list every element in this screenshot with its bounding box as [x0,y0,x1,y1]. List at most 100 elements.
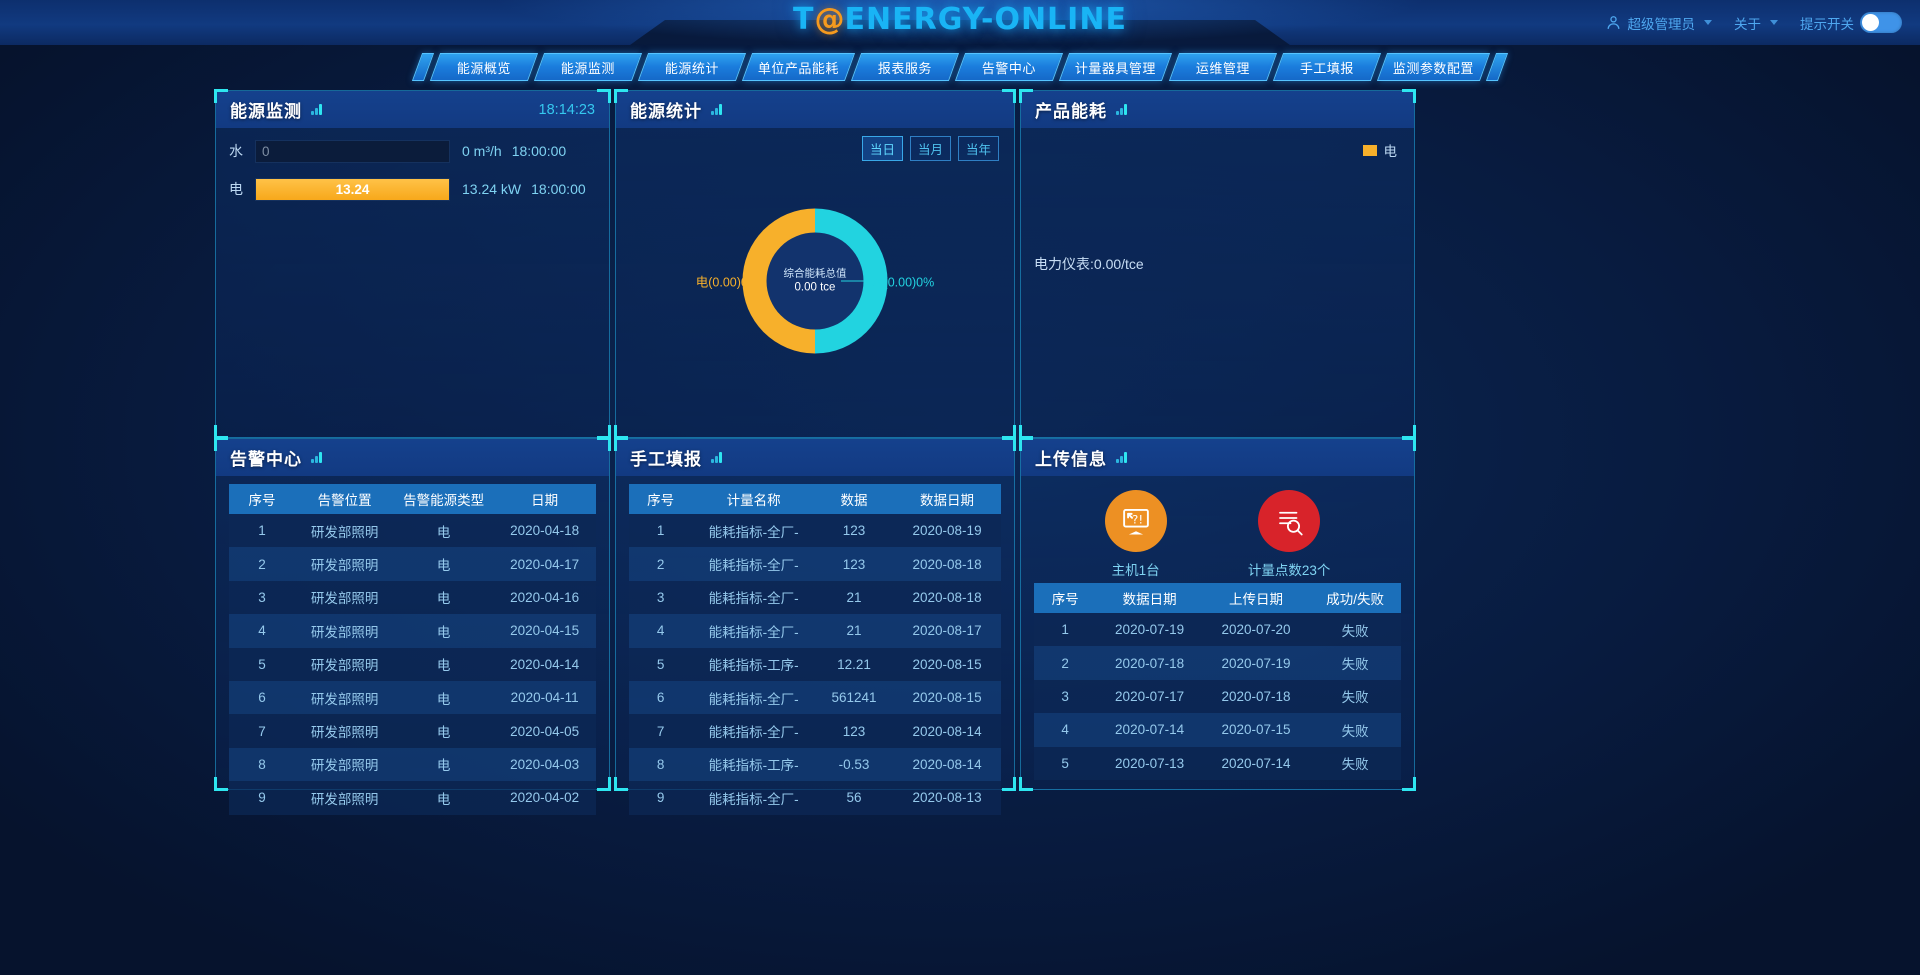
table-cell: 5 [629,647,693,681]
table-row[interactable]: 3 能耗指标-全厂- 21 2020-08-18 [629,580,1001,615]
table-cell: 2020-07-18 [1202,679,1310,714]
table-row[interactable]: 9 研发部照明电 2020-04-02 [229,781,596,815]
panel-title: 能源监测 [230,102,302,121]
monitor-timestamp: 18:00:00 [511,143,567,159]
nav-item-6[interactable]: 计量器具管理 [1059,53,1173,81]
period-button-year[interactable]: 当年 [957,136,999,161]
about-menu[interactable]: 关于 [1734,13,1778,33]
period-button-day[interactable]: 当日 [861,136,903,161]
table-row[interactable]: 3 2020-07-17 2020-07-18 失败 [1034,679,1401,714]
table-row[interactable]: 9 能耗指标-全厂- 56 2020-08-13 [629,781,1001,815]
panel-title: 告警中心 [230,450,302,469]
table-cell: -0.53 [814,747,894,782]
table-cell: 2020-07-20 [1202,613,1310,647]
nav-label: 监测参数配置 [1392,60,1474,76]
table-row[interactable]: 4 能耗指标-全厂- 21 2020-08-17 [629,614,1001,648]
nav-item-8[interactable]: 手工填报 [1272,53,1381,81]
corner-bracket [1402,777,1416,791]
table-row[interactable]: 5 能耗指标-工序- 12.21 2020-08-15 [629,647,1001,681]
table-cell: 2 [229,547,296,581]
nav-item-9[interactable]: 监测参数配置 [1376,53,1490,81]
table-cell: 研发部照明 [295,614,395,648]
corner-bracket [1019,437,1033,451]
table-row[interactable]: 1 2020-07-19 2020-07-20 失败 [1034,613,1401,647]
nav-item-0[interactable]: 能源概览 [430,53,539,81]
table-header-row: 序号 告警位置 告警能源类型 日期 [229,484,596,514]
col-index: 序号 [1034,583,1097,613]
table-cell: 123 [814,514,894,548]
panel-energy-stats: 能源统计 当日 当月 当年 电(0.00)0% 综合能耗总值 0.00 tce [614,89,1016,439]
donut-label-water: 水(0.00)0% [841,272,934,291]
about-label: 关于 [1734,16,1761,32]
table-cell: 电 [394,580,494,615]
upload-stat-meters[interactable]: 计量点数23个 [1248,490,1330,579]
col-meter-name: 计量名称 [692,484,815,514]
table-cell: 能耗指标-全厂- [692,714,815,748]
table-cell: 能耗指标-工序- [692,647,815,681]
nav-label: 计量器具管理 [1075,60,1157,76]
nav-right-edge-decor [1485,53,1508,81]
nav-item-7[interactable]: 运维管理 [1168,53,1277,81]
nav-item-2[interactable]: 能源统计 [638,53,747,81]
table-cell: 2020-08-14 [893,747,1001,782]
panel-header: 产品能耗 [1021,91,1414,128]
panel-body: 水 0 0 m³/h 18:00:00 电 13.24 13.24 kW 18:… [215,128,610,220]
corner-bracket [1002,89,1016,103]
panel-title: 能源统计 [630,102,702,121]
monitor-reading: 0 m³/h [462,143,502,159]
nav-item-3[interactable]: 单位产品能耗 [742,53,856,81]
nav-label: 报表服务 [878,60,933,76]
table-row[interactable]: 8 研发部照明电 2020-04-03 [229,747,596,782]
table-cell: 5 [229,647,296,681]
panel-body: 序号 计量名称 数据 数据日期 1 能耗指标-全厂- 123 2020-08-19 2 能… [615,476,1015,823]
table-row[interactable]: 1 能耗指标-全厂- 123 2020-08-19 [629,514,1001,548]
leader-line [841,280,868,282]
table-row[interactable]: 7 能耗指标-全厂- 123 2020-08-14 [629,714,1001,748]
period-selector: 当日 当月 当年 [861,136,999,161]
table-cell: 电 [394,647,494,681]
host-monitor-icon: ?! [1104,490,1167,552]
table-row[interactable]: 4 研发部照明电 2020-04-15 [229,614,596,648]
table-row[interactable]: 5 2020-07-13 2020-07-14 失败 [1034,746,1401,780]
toggle-knob [1862,14,1879,31]
table-row[interactable]: 5 研发部照明电 2020-04-14 [229,647,596,681]
tip-switch-toggle[interactable] [1860,12,1902,33]
table-cell: 3 [629,580,693,615]
nav-item-4[interactable]: 报表服务 [851,53,960,81]
nav-item-1[interactable]: 能源监测 [534,53,643,81]
table-row[interactable]: 2 能耗指标-全厂- 123 2020-08-18 [629,547,1001,581]
upload-table-body: 1 2020-07-19 2020-07-20 失败 2 2020-07-18 2020-0… [1034,613,1401,780]
corner-bracket [597,89,611,103]
panel-title: 产品能耗 [1035,102,1107,121]
table-row[interactable]: 2 研发部照明电 2020-04-17 [229,547,596,581]
meter-search-icon [1258,490,1321,552]
table-row[interactable]: 7 研发部照明电 2020-04-05 [229,714,596,748]
user-menu[interactable]: 超级管理员 [1605,13,1712,33]
table-cell: 2020-04-18 [493,514,596,548]
table-cell: 电 [394,547,494,581]
user-icon [1607,16,1619,29]
upload-stat-host[interactable]: ?! 主机1台 [1104,490,1167,579]
table-row[interactable]: 6 研发部照明电 2020-04-11 [229,680,596,715]
table-cell: 561241 [814,680,894,715]
alarm-table-wrap: 序号 告警位置 告警能源类型 日期 1 研发部照明电 2020-04-18 2 研发部照… [215,484,610,815]
table-row[interactable]: 6 能耗指标-全厂- 561241 2020-08-15 [629,680,1001,715]
nav-label: 单位产品能耗 [758,60,840,76]
table-row[interactable]: 3 研发部照明电 2020-04-16 [229,580,596,615]
bar-chart-icon [311,104,322,115]
period-button-month[interactable]: 当月 [909,136,951,161]
table-row[interactable]: 4 2020-07-14 2020-07-15 失败 [1034,713,1401,747]
table-row[interactable]: 1 研发部照明电 2020-04-18 [229,514,596,548]
table-cell: 失败 [1309,679,1401,714]
col-data-date: 数据日期 [1096,583,1203,613]
product-energy-note: 电力仪表:0.00/tce [1034,256,1144,272]
table-cell: 研发部照明 [295,647,395,681]
table-row[interactable]: 2 2020-07-18 2020-07-19 失败 [1034,646,1401,680]
legend-label: 电 [1383,144,1398,159]
monitor-label: 水 [229,143,243,159]
nav-item-5[interactable]: 告警中心 [955,53,1064,81]
alarm-table: 序号 告警位置 告警能源类型 日期 1 研发部照明电 2020-04-18 2 研发部照… [229,484,596,815]
table-row[interactable]: 8 能耗指标-工序- -0.53 2020-08-14 [629,747,1001,782]
panel-body: 电力仪表:0.00/tce [1020,128,1415,282]
chevron-down-icon [1704,20,1712,25]
